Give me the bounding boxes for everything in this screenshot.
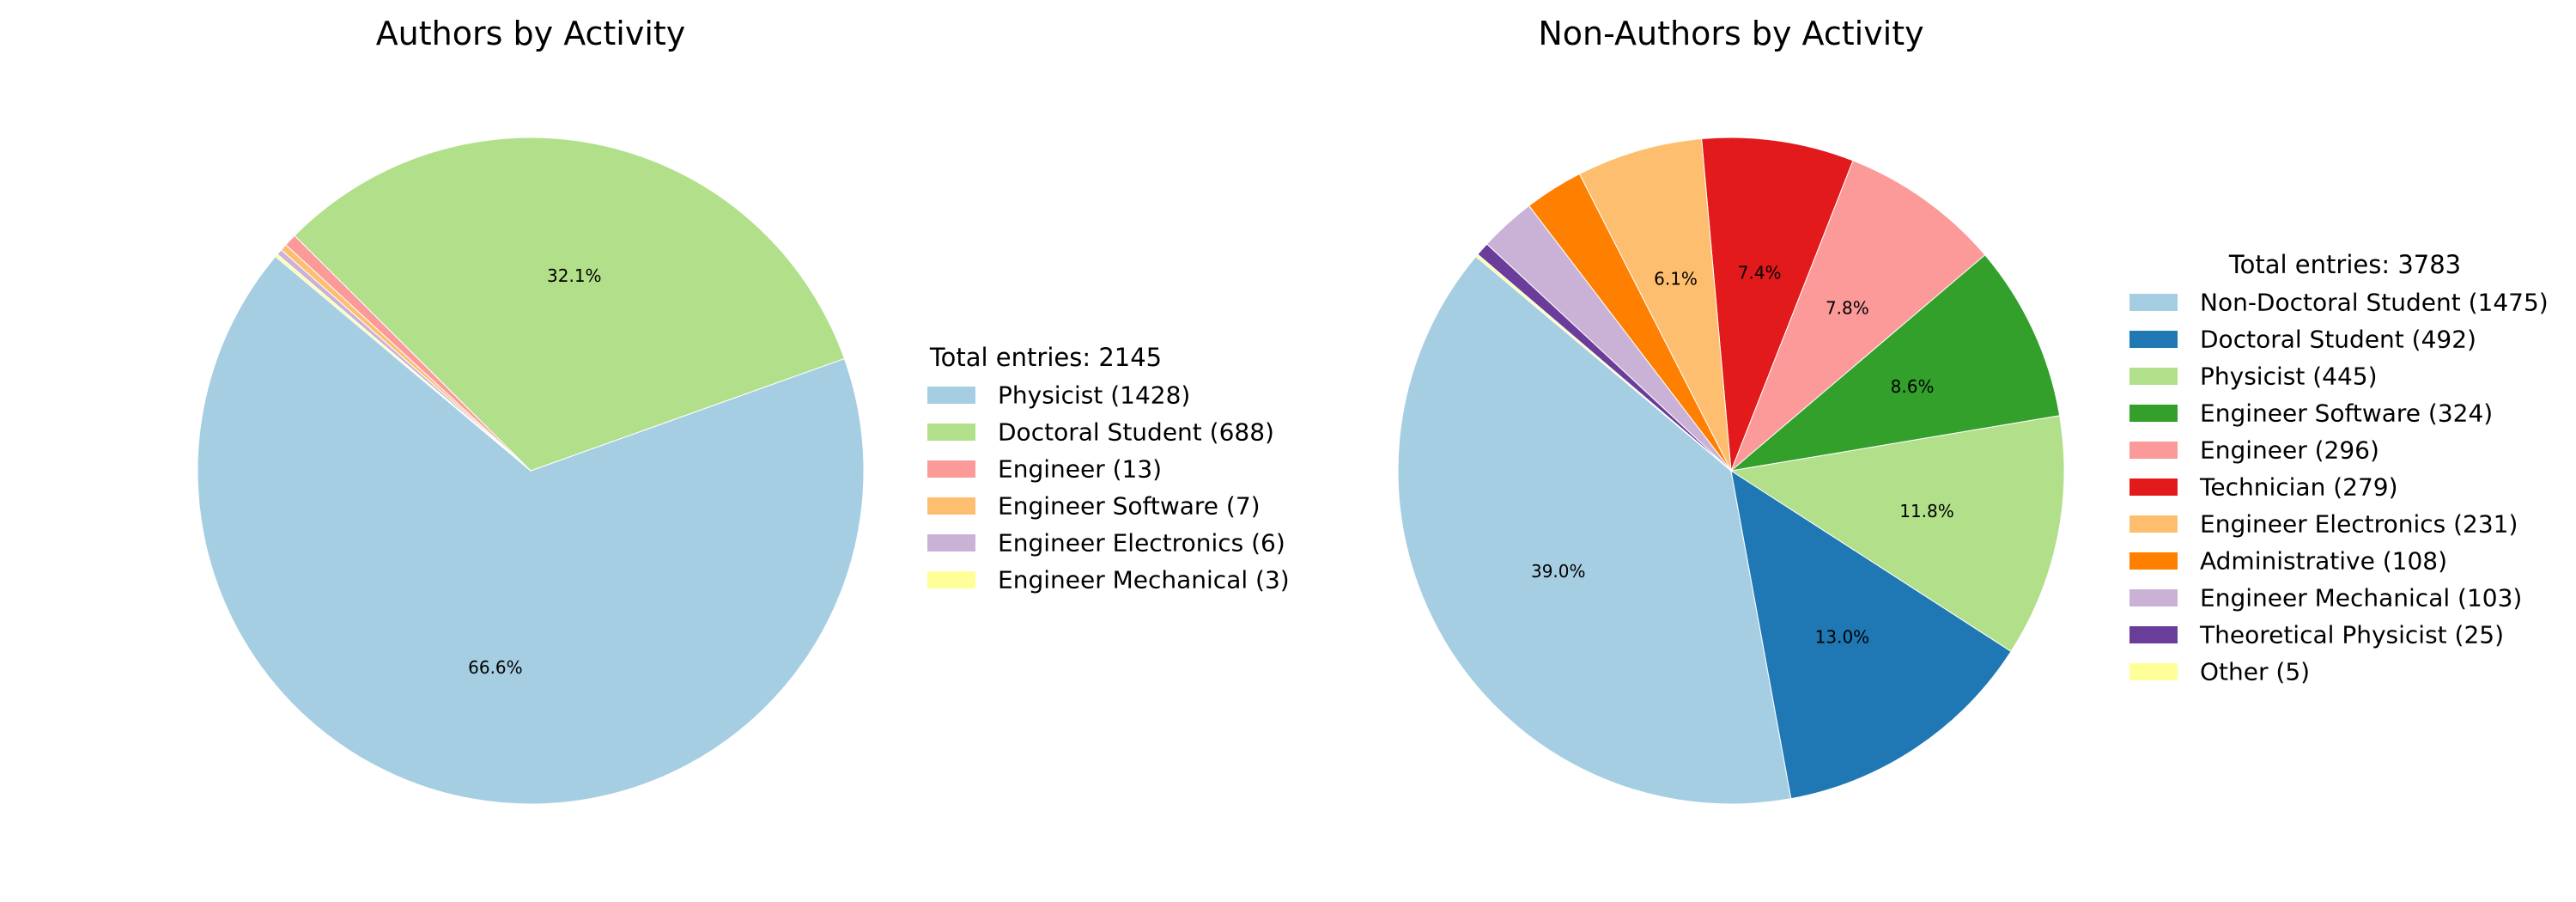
non-authors-slice-doctoral-student — [1730, 469, 2012, 800]
authors-legend-swatch-engineer-mechanical — [927, 571, 975, 588]
non-authors-legend-label-engineer-electronics: Engineer Electronics (231) — [2200, 510, 2518, 539]
non-authors-slice-non-doctoral-student — [1397, 255, 1792, 805]
non-authors-legend-swatch-engineer — [2129, 442, 2178, 459]
non-authors-pie: 39.0% 13.0% 11.8% 8.6% 7.8% 7.4% 6.1% — [1397, 137, 2065, 805]
non-authors-legend-label-physicist: Physicist (445) — [2200, 363, 2378, 391]
authors-pie: 66.6% 32.1% — [197, 137, 865, 805]
non-authors-slice-other — [1475, 253, 1732, 472]
non-authors-legend-swatch-technician — [2129, 478, 2178, 496]
non-authors-pct-label-engineer: 7.8% — [1826, 298, 1869, 319]
non-authors-legend-label-technician: Technician (279) — [2199, 473, 2398, 502]
authors-slice-doctoral-student — [294, 137, 846, 472]
authors-pie-chart: Authors by Activity 66.6% 32.1% Total ent… — [197, 15, 1290, 805]
non-authors-legend-swatch-engineer-mechanical — [2129, 589, 2178, 606]
non-authors-legend-label-engineer: Engineer (296) — [2200, 436, 2379, 465]
non-authors-pie-chart: Non-Authors by Activity 39.0% 13.0% 11.8% 8… — [1397, 15, 2549, 805]
non-authors-slice-engineer-software — [1729, 254, 2061, 472]
authors-legend-swatch-engineer — [927, 460, 975, 478]
non-authors-legend-swatch-engineer-electronics — [2129, 515, 2178, 533]
non-authors-legend-label-administrative: Administrative (108) — [2200, 547, 2447, 576]
authors-pct-label-doctoral-student: 32.1% — [547, 265, 602, 286]
non-authors-legend-label-other: Other (5) — [2200, 658, 2310, 686]
authors-legend-swatch-engineer-software — [927, 497, 975, 515]
authors-legend-swatch-engineer-electronics — [927, 534, 975, 552]
authors-legend-swatch-doctoral-student — [927, 424, 975, 441]
non-authors-pct-label-non-doctoral-student: 39.0% — [1531, 561, 1586, 582]
authors-legend-swatch-physicist — [927, 387, 975, 404]
authors-chart-title: Authors by Activity — [376, 15, 686, 52]
non-authors-pct-label-physicist: 11.8% — [1899, 501, 1954, 521]
non-authors-slice-physicist — [1729, 415, 2065, 652]
authors-legend-title: Total entries: 2145 — [929, 343, 1162, 372]
non-authors-legend-swatch-administrative — [2129, 552, 2178, 570]
authors-legend-label-engineer-electronics: Engineer Electronics (6) — [998, 529, 1285, 558]
authors-legend-label-physicist: Physicist (1428) — [998, 381, 1190, 410]
non-authors-legend-swatch-other — [2129, 663, 2178, 680]
authors-pct-label-physicist: 66.6% — [468, 657, 523, 678]
authors-legend-label-engineer-mechanical: Engineer Mechanical (3) — [998, 566, 1290, 594]
authors-legend-label-engineer-software: Engineer Software (7) — [998, 492, 1261, 521]
non-authors-legend-label-doctoral-student: Doctoral Student (492) — [2200, 326, 2476, 354]
authors-legend: Total entries: 2145 Physicist (1428) Doct… — [927, 343, 1290, 594]
non-authors-slice-technician — [1701, 137, 1854, 472]
non-authors-legend-swatch-engineer-software — [2129, 405, 2178, 422]
non-authors-legend-swatch-physicist — [2129, 368, 2178, 385]
non-authors-slice-engineer-electronics — [1578, 137, 1732, 472]
non-authors-legend-swatch-theoretical-physicist — [2129, 626, 2178, 643]
non-authors-legend: Total entries: 3783 Non-Doctoral Student… — [2129, 250, 2549, 686]
non-authors-pct-label-engineer-electronics: 6.1% — [1654, 268, 1698, 289]
non-authors-legend-swatch-doctoral-student — [2129, 331, 2178, 348]
non-authors-legend-label-engineer-software: Engineer Software (324) — [2200, 399, 2493, 428]
non-authors-slice-engineer — [1730, 160, 1986, 472]
non-authors-pct-label-engineer-software: 8.6% — [1891, 376, 1935, 397]
non-authors-legend-label-non-doctoral-student: Non-Doctoral Student (1475) — [2200, 289, 2549, 317]
non-authors-legend-label-engineer-mechanical: Engineer Mechanical (103) — [2200, 584, 2522, 613]
non-authors-pct-label-doctoral-student: 13.0% — [1815, 627, 1870, 648]
authors-legend-label-doctoral-student: Doctoral Student (688) — [998, 418, 1274, 447]
authors-slice-engineer-mechanical — [275, 253, 532, 472]
authors-slice-physicist — [197, 255, 865, 805]
non-authors-chart-title: Non-Authors by Activity — [1538, 15, 1923, 52]
non-authors-legend-title: Total entries: 3783 — [2228, 250, 2461, 279]
authors-legend-label-engineer: Engineer (13) — [998, 455, 1162, 484]
non-authors-legend-swatch-non-doctoral-student — [2129, 294, 2178, 311]
non-authors-legend-label-theoretical-physicist: Theoretical Physicist (25) — [2199, 621, 2504, 649]
non-authors-pct-label-technician: 7.4% — [1738, 263, 1782, 283]
